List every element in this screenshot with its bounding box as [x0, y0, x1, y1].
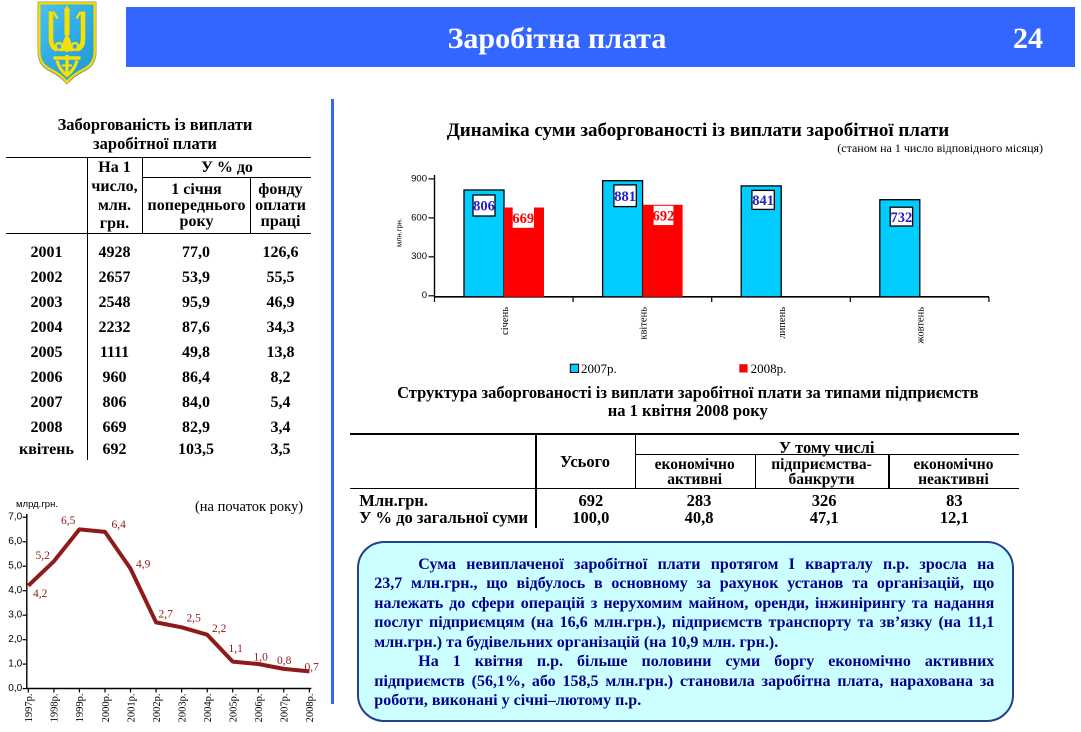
- svg-text:2000р.: 2000р.: [101, 694, 112, 723]
- svg-text:669: 669: [512, 211, 534, 227]
- svg-text:2003р.: 2003р.: [177, 694, 188, 723]
- svg-text:300: 300: [411, 251, 427, 262]
- svg-text:5,0: 5,0: [8, 561, 22, 572]
- svg-text:2,5: 2,5: [187, 613, 202, 625]
- svg-text:900: 900: [411, 173, 427, 184]
- svg-text:1997р.: 1997р.: [24, 694, 35, 723]
- svg-text:липень: липень: [777, 307, 788, 339]
- svg-text:2008р.: 2008р.: [305, 694, 316, 723]
- svg-text:5,2: 5,2: [36, 550, 51, 562]
- svg-text:1998р.: 1998р.: [50, 694, 61, 723]
- svg-text:806: 806: [473, 199, 495, 215]
- svg-text:600: 600: [411, 212, 427, 223]
- svg-text:3,0: 3,0: [8, 610, 22, 621]
- svg-text:881: 881: [614, 189, 636, 205]
- svg-text:(на початок року): (на початок року): [195, 499, 303, 515]
- svg-text:0: 0: [422, 290, 427, 301]
- svg-text:4,2: 4,2: [33, 588, 48, 600]
- svg-text:6,0: 6,0: [8, 536, 22, 547]
- svg-text:0,0: 0,0: [8, 683, 22, 694]
- svg-text:2007р.: 2007р.: [280, 694, 291, 723]
- svg-text:2,2: 2,2: [212, 623, 227, 635]
- svg-text:0,8: 0,8: [277, 655, 292, 667]
- svg-text:6,4: 6,4: [112, 519, 127, 531]
- svg-text:2007р.: 2007р.: [581, 361, 617, 376]
- svg-text:квітень: квітень: [638, 307, 649, 340]
- svg-text:2005р.: 2005р.: [229, 694, 240, 723]
- svg-text:4,9: 4,9: [136, 559, 151, 571]
- svg-text:4,0: 4,0: [8, 585, 22, 596]
- svg-text:2002р.: 2002р.: [152, 694, 163, 723]
- svg-text:млрд.грн.: млрд.грн.: [16, 499, 58, 510]
- svg-text:7,0: 7,0: [8, 512, 22, 523]
- svg-text:6,5: 6,5: [61, 515, 76, 527]
- svg-text:732: 732: [891, 210, 913, 226]
- svg-text:692: 692: [653, 209, 675, 225]
- svg-text:січень: січень: [500, 307, 511, 335]
- svg-text:1,0: 1,0: [8, 659, 22, 670]
- svg-text:2,7: 2,7: [159, 609, 174, 621]
- svg-text:1999р.: 1999р.: [75, 694, 86, 723]
- svg-text:2008р.: 2008р.: [751, 361, 787, 376]
- svg-text:1,1: 1,1: [229, 643, 244, 655]
- svg-text:жовтень: жовтень: [916, 307, 927, 345]
- svg-text:Динаміка суми заборгованості і: Динаміка суми заборгованості із виплати …: [447, 120, 950, 141]
- svg-text:(станом на 1 число відповідног: (станом на 1 число відповідного місяця): [837, 141, 1043, 155]
- svg-text:2004р.: 2004р.: [203, 694, 214, 723]
- svg-text:млн.грн.: млн.грн.: [395, 218, 404, 247]
- svg-text:2006р.: 2006р.: [254, 694, 265, 723]
- svg-text:841: 841: [752, 193, 774, 209]
- svg-text:0,7: 0,7: [305, 662, 320, 674]
- svg-text:1,0: 1,0: [254, 652, 269, 664]
- svg-text:2001р.: 2001р.: [126, 694, 137, 723]
- svg-text:2,0: 2,0: [8, 634, 22, 645]
